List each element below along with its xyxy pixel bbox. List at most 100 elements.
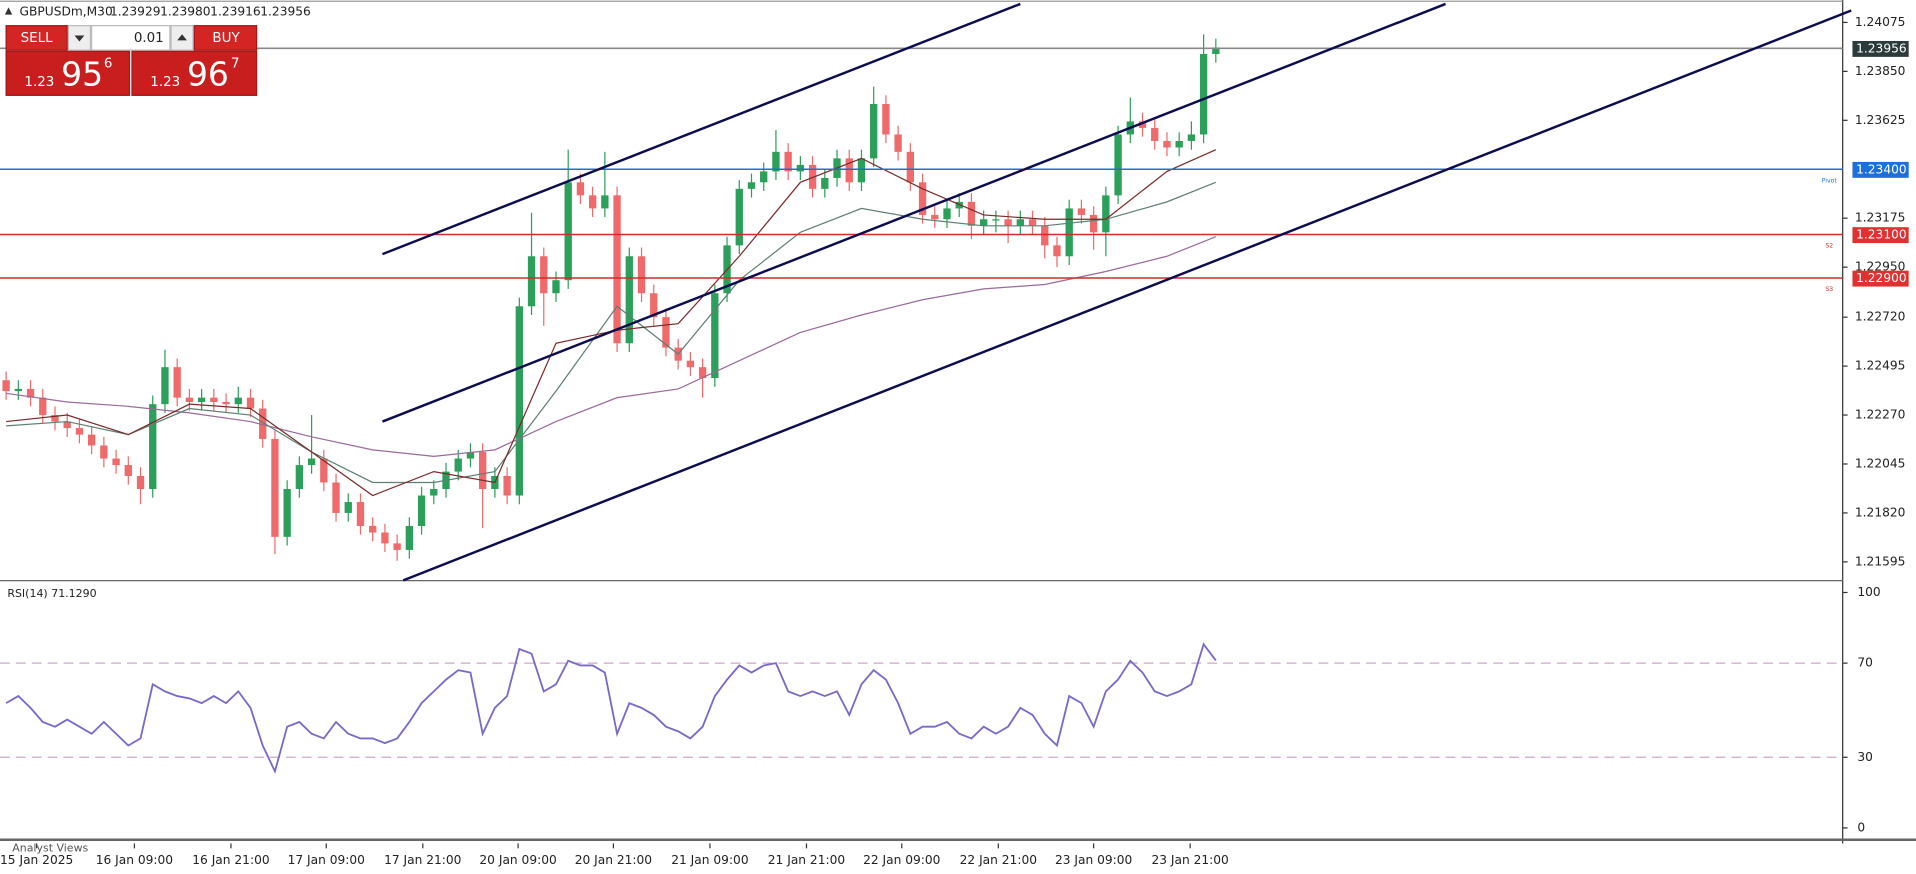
price-tag bbox=[1852, 161, 1909, 178]
sell-button[interactable] bbox=[5, 25, 68, 51]
y-tick-label: 1.23850 bbox=[1855, 64, 1906, 78]
arrow-icon bbox=[74, 35, 85, 42]
candle-body bbox=[320, 458, 328, 483]
candle-body bbox=[173, 367, 181, 398]
candle-body bbox=[1028, 219, 1037, 226]
ohlc-open: 1.23929 bbox=[110, 5, 161, 19]
candle-body bbox=[14, 388, 22, 392]
rsi-tick-label: 70 bbox=[1857, 656, 1873, 670]
bid-fraction: 6 bbox=[104, 57, 113, 72]
y-tick-label: 1.22045 bbox=[1855, 456, 1906, 470]
candle-body bbox=[307, 458, 316, 466]
x-tick-label: 23 Jan 21:00 bbox=[1151, 853, 1228, 867]
candle-body bbox=[466, 452, 475, 459]
candle-body bbox=[967, 201, 976, 226]
candle-body bbox=[552, 280, 560, 294]
price-tag bbox=[1852, 227, 1909, 244]
footer-tab[interactable]: Analyst Views bbox=[12, 841, 88, 854]
trend-line bbox=[402, 9, 1852, 582]
candle-body bbox=[992, 219, 1000, 221]
ask-big-figure: 1.23 bbox=[150, 75, 180, 90]
candle-body bbox=[1053, 245, 1061, 257]
candle-body bbox=[601, 195, 609, 209]
candle-body bbox=[821, 177, 829, 189]
y-tick-label: 1.21820 bbox=[1855, 505, 1906, 519]
candle-body bbox=[63, 421, 71, 429]
candle-body bbox=[650, 293, 658, 318]
candle-body bbox=[588, 195, 597, 209]
candle-body bbox=[149, 404, 157, 490]
candle-body bbox=[686, 360, 695, 368]
ask-box[interactable] bbox=[131, 50, 258, 96]
candle-body bbox=[356, 502, 365, 526]
candle-body bbox=[246, 397, 255, 409]
candle-body bbox=[1089, 214, 1098, 233]
symbol-label: GBPUSDm,M30 bbox=[20, 5, 113, 19]
candle-body bbox=[112, 458, 120, 466]
candle-body bbox=[1151, 127, 1159, 141]
candle-body bbox=[454, 458, 462, 472]
x-tick-label: 15 Jan 2025 bbox=[0, 853, 73, 867]
candle-body bbox=[1187, 134, 1196, 141]
candle-body bbox=[222, 401, 230, 405]
candle-body bbox=[527, 256, 536, 307]
x-tick-label: 17 Jan 09:00 bbox=[288, 853, 365, 867]
candle-body bbox=[747, 182, 756, 189]
candle-body bbox=[405, 525, 414, 550]
candle-body bbox=[1004, 219, 1012, 226]
candle-body bbox=[479, 452, 487, 490]
collapse-icon[interactable] bbox=[4, 7, 13, 15]
moving-average bbox=[6, 181, 1217, 484]
rsi-tick-label: 0 bbox=[1857, 820, 1865, 834]
candle-body bbox=[906, 151, 915, 183]
buy-button[interactable] bbox=[193, 25, 258, 51]
candle-body bbox=[918, 182, 927, 215]
candle-body bbox=[540, 256, 548, 294]
y-tick-label: 1.21595 bbox=[1855, 554, 1906, 568]
candle-body bbox=[332, 482, 340, 513]
x-tick-label: 20 Jan 09:00 bbox=[479, 853, 556, 867]
price-tag bbox=[1852, 270, 1909, 287]
moving-average bbox=[6, 236, 1217, 457]
candle-body bbox=[259, 408, 267, 439]
candle-body bbox=[882, 103, 890, 135]
candle-body bbox=[1175, 140, 1183, 148]
x-tick-label: 21 Jan 09:00 bbox=[671, 853, 748, 867]
y-tick-label: 1.22720 bbox=[1855, 310, 1906, 324]
candle-body bbox=[1163, 140, 1171, 148]
candle-body bbox=[75, 428, 84, 435]
x-tick-label: 23 Jan 09:00 bbox=[1055, 853, 1132, 867]
candle-body bbox=[100, 445, 108, 459]
candle-body bbox=[197, 397, 206, 402]
candle-body bbox=[344, 502, 352, 513]
candle-body bbox=[515, 306, 523, 496]
candle-body bbox=[698, 367, 707, 379]
candle-body bbox=[271, 438, 279, 537]
candle-body bbox=[870, 103, 878, 159]
candle-body bbox=[1102, 195, 1110, 233]
y-tick-label: 1.24075 bbox=[1855, 15, 1906, 29]
candle-body bbox=[39, 397, 47, 416]
candle-body bbox=[576, 182, 585, 196]
level-name: S3 bbox=[1825, 286, 1833, 293]
candle-body bbox=[735, 188, 743, 246]
ohlc-high: 1.23980 bbox=[160, 5, 211, 19]
y-tick-label: 1.22950 bbox=[1855, 260, 1906, 274]
trend-line bbox=[382, 2, 1021, 256]
candle-body bbox=[979, 219, 988, 226]
candle-body bbox=[417, 495, 426, 526]
candle-body bbox=[845, 158, 853, 183]
bid-box[interactable] bbox=[5, 50, 131, 96]
candle-body bbox=[943, 208, 951, 220]
x-tick-label: 16 Jan 09:00 bbox=[96, 853, 173, 867]
volume-value: 0.01 bbox=[134, 31, 164, 46]
candle-body bbox=[503, 475, 511, 496]
candle-body bbox=[1138, 121, 1147, 128]
candle-body bbox=[381, 532, 389, 544]
candle-body bbox=[894, 134, 902, 152]
candle-body bbox=[760, 171, 768, 183]
overlay: GBPUSDm,M30 1.23929 1.23980 1.23916 1.23… bbox=[4, 5, 311, 854]
volume-input[interactable] bbox=[91, 25, 171, 51]
